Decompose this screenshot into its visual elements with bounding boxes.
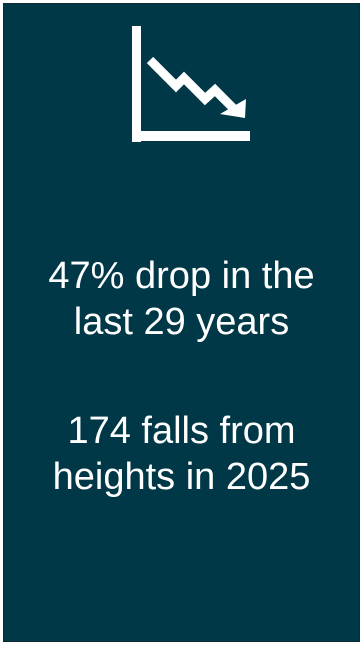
stat-line: heights in 2025 xyxy=(52,456,311,498)
stat-line: 174 falls from xyxy=(67,410,296,452)
stat-line: 47% drop in the xyxy=(48,255,315,297)
stat-drop-text: 47% drop in the last 29 years xyxy=(4,253,359,345)
stat-card: 47% drop in the last 29 years 174 falls … xyxy=(3,3,360,642)
stat-line: last 29 years xyxy=(73,301,290,343)
declining-chart-icon xyxy=(132,26,250,142)
stat-falls-text: 174 falls from heights in 2025 xyxy=(4,408,359,500)
